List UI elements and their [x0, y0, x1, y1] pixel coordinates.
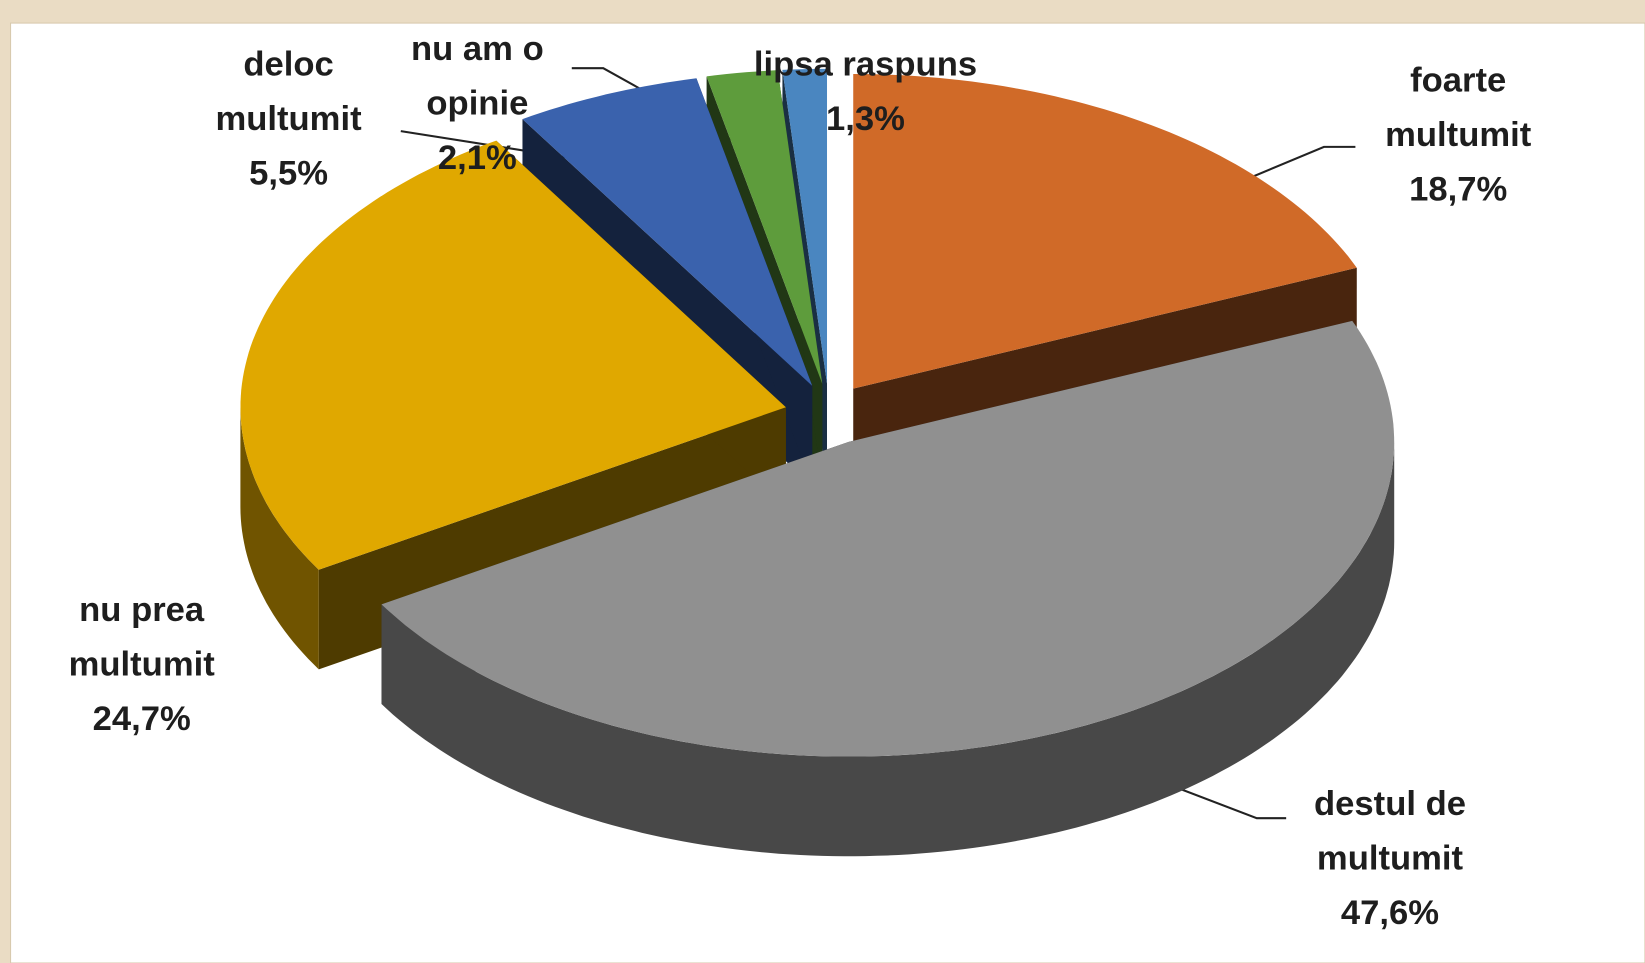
- data-label-box: destul de multumit 47,6%: [1259, 776, 1521, 940]
- category-label: lipsa raspuns: [753, 44, 978, 83]
- data-label: lipsa raspuns 1,3%: [713, 37, 1017, 146]
- slice-rim: [381, 441, 1395, 857]
- category-label: deloc multumit: [215, 44, 362, 138]
- value-label: 47,6%: [1340, 892, 1440, 932]
- slice: [782, 68, 828, 384]
- slice: [706, 70, 823, 384]
- data-label: foarte multumit 18,7%: [1353, 52, 1563, 216]
- category-label: nu prea multumit: [68, 589, 215, 683]
- value-label: 18,7%: [1409, 168, 1508, 208]
- labels: foarte multumit 18,7% destul de multumit 47…: [21, 21, 1563, 940]
- slice: [522, 78, 813, 386]
- data-label-box: lipsa raspuns 1,3%: [713, 37, 1017, 146]
- data-label: nu prea multumit 24,7%: [21, 582, 262, 746]
- slice: [853, 73, 1357, 389]
- data-label-box: nu am o opinie 2,1%: [378, 21, 577, 185]
- data-label-box: deloc multumit 5,5%: [178, 37, 398, 201]
- slices: [240, 68, 1395, 857]
- category-label: nu am o opinie: [411, 28, 544, 122]
- value-label: 24,7%: [92, 698, 191, 738]
- data-label: nu am o opinie 2,1%: [378, 21, 577, 185]
- value-label: 1,3%: [826, 98, 905, 138]
- value-label: 5,5%: [249, 153, 329, 192]
- value-label: 2,1%: [437, 137, 517, 177]
- slice-rim: [240, 407, 319, 670]
- slice: [381, 320, 1395, 757]
- slice: [240, 140, 786, 570]
- data-label-box: nu prea multumit 24,7%: [21, 582, 262, 746]
- data-label-box: foarte multumit 18,7%: [1353, 52, 1563, 216]
- category-label: destul de multumit: [1314, 783, 1466, 877]
- data-label: deloc multumit 5,5%: [178, 37, 398, 201]
- data-label: destul de multumit 47,6%: [1259, 776, 1521, 940]
- category-label: foarte multumit: [1385, 59, 1532, 154]
